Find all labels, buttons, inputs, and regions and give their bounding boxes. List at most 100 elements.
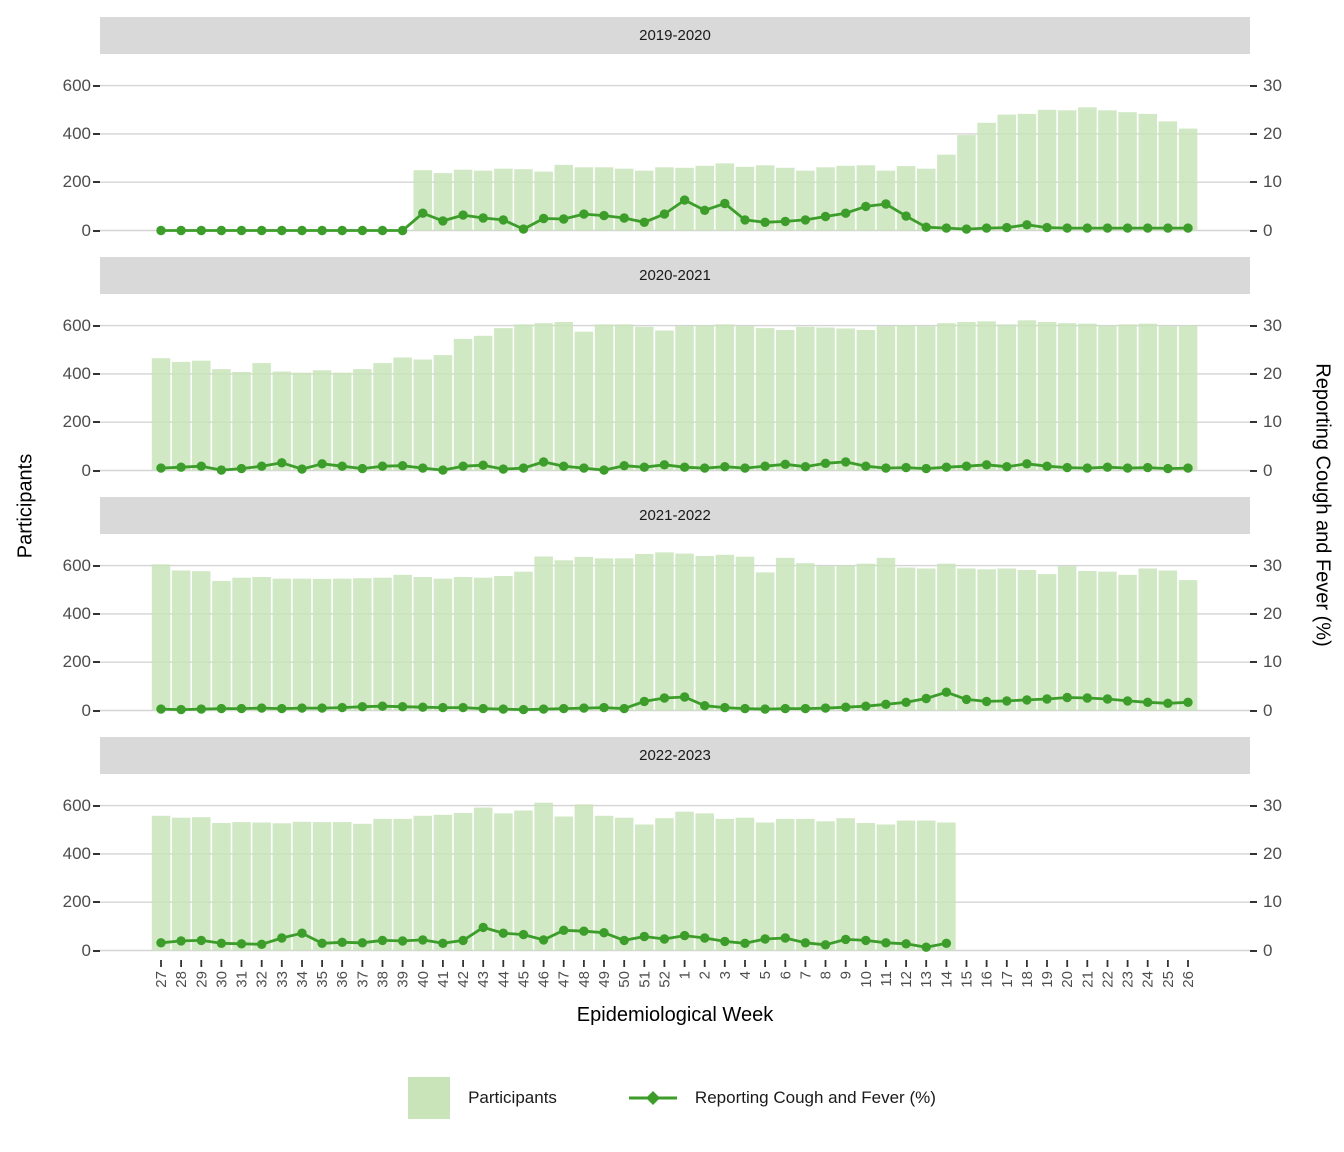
cough-fever-point (1102, 462, 1113, 472)
cough-fever-point (216, 225, 227, 236)
right-tick-label: 30 (1263, 556, 1282, 575)
cough-fever-point (397, 461, 408, 471)
cough-fever-point (820, 703, 831, 713)
facet-strip-title: 2019-2020 (639, 27, 711, 44)
cough-fever-point (277, 703, 287, 714)
participants-bar (695, 165, 714, 231)
cough-fever-point (659, 209, 670, 219)
cough-fever-point (438, 938, 448, 948)
participants-bar (433, 355, 453, 471)
cough-fever-point (679, 195, 690, 205)
x-tick-label: 5 (757, 971, 774, 979)
participants-bar (453, 338, 473, 471)
x-tick-label: 32 (254, 971, 271, 988)
cough-fever-point (196, 704, 206, 714)
cough-fever-point (800, 703, 811, 714)
x-tick-label: 29 (193, 971, 210, 988)
cough-fever-point (579, 463, 589, 473)
x-tick-label: 44 (495, 971, 512, 988)
participants-bar (977, 122, 996, 231)
participants-bar (514, 169, 533, 231)
cough-fever-point (861, 201, 871, 212)
cough-fever-point (1143, 223, 1153, 233)
cough-fever-point (619, 703, 629, 714)
cough-fever-point (397, 702, 408, 712)
participants-bar (937, 154, 956, 231)
cough-fever-point (780, 216, 790, 227)
participants-bar (574, 556, 594, 711)
participants-bar (1017, 113, 1037, 231)
participants-bar (735, 817, 755, 951)
right-tick-mark (1250, 181, 1257, 183)
participants-bar (715, 163, 735, 231)
x-tick-label: 50 (616, 971, 633, 988)
x-tick-label: 27 (153, 971, 170, 988)
x-tick-label: 36 (334, 971, 351, 988)
participants-bar (252, 822, 271, 951)
facet-strip: 2020-2021 (100, 257, 1250, 294)
participants-bar (192, 571, 211, 711)
cough-fever-point (1183, 697, 1193, 707)
participants-bar (212, 580, 231, 711)
participants-bar (1057, 110, 1077, 231)
participants-bar (212, 369, 231, 471)
right-tick-mark (1250, 133, 1257, 135)
participants-bar (1158, 121, 1178, 231)
participants-bar (1138, 323, 1157, 471)
x-tick-label: 31 (234, 971, 251, 988)
participants-bar (917, 820, 936, 951)
cough-fever-point (397, 936, 408, 946)
cough-fever-point (257, 939, 267, 949)
cough-fever-point (498, 215, 508, 225)
cough-fever-point (881, 199, 891, 209)
cough-fever-point (1062, 462, 1072, 473)
participants-bar (755, 328, 775, 471)
participants-bar (494, 328, 513, 471)
cough-fever-point (337, 702, 347, 713)
x-tick-label: 19 (1039, 971, 1056, 988)
participants-bar (1057, 566, 1077, 711)
cough-fever-point (921, 693, 931, 704)
participants-bar (1118, 574, 1137, 711)
participants-bar (1078, 107, 1097, 231)
cough-fever-point (418, 463, 428, 473)
cough-fever-point (559, 925, 569, 935)
right-tick-mark (1250, 901, 1257, 903)
participants-bar (856, 563, 876, 711)
cough-fever-point (861, 701, 871, 711)
cough-fever-point (176, 462, 186, 472)
participants-bar (333, 372, 352, 471)
participants-bar (796, 818, 815, 951)
left-tick-mark (93, 230, 100, 232)
cough-fever-point (740, 938, 750, 948)
participants-bar (252, 577, 271, 711)
cough-fever-point (579, 926, 589, 936)
cough-fever-point (800, 938, 811, 948)
left-tick-mark (93, 661, 100, 663)
cough-fever-point (619, 935, 629, 946)
participants-bar (272, 823, 292, 951)
participants-bar (473, 170, 493, 231)
x-tick-label: 48 (576, 971, 593, 988)
cough-fever-point (780, 459, 790, 469)
participants-bar (675, 326, 694, 471)
participants-bar (151, 358, 171, 471)
participants-bar (917, 568, 936, 711)
participants-bar (151, 564, 171, 711)
cough-fever-point (1002, 462, 1012, 472)
right-tick-label: 10 (1263, 892, 1282, 911)
participants-bar (836, 165, 855, 231)
participants-bar (574, 331, 594, 471)
participants-bar (292, 821, 312, 951)
cough-fever-point (196, 935, 206, 946)
left-tick-mark (93, 373, 100, 375)
participants-bar (594, 558, 614, 711)
cough-fever-point (438, 702, 448, 713)
left-tick-label: 400 (62, 604, 91, 623)
participants-bar (614, 817, 634, 951)
participants-bar (534, 323, 553, 471)
cough-fever-point (1122, 223, 1133, 233)
right-tick-label: 0 (1263, 701, 1273, 720)
x-tick-label: 47 (556, 971, 573, 988)
left-tick-mark (93, 181, 100, 183)
